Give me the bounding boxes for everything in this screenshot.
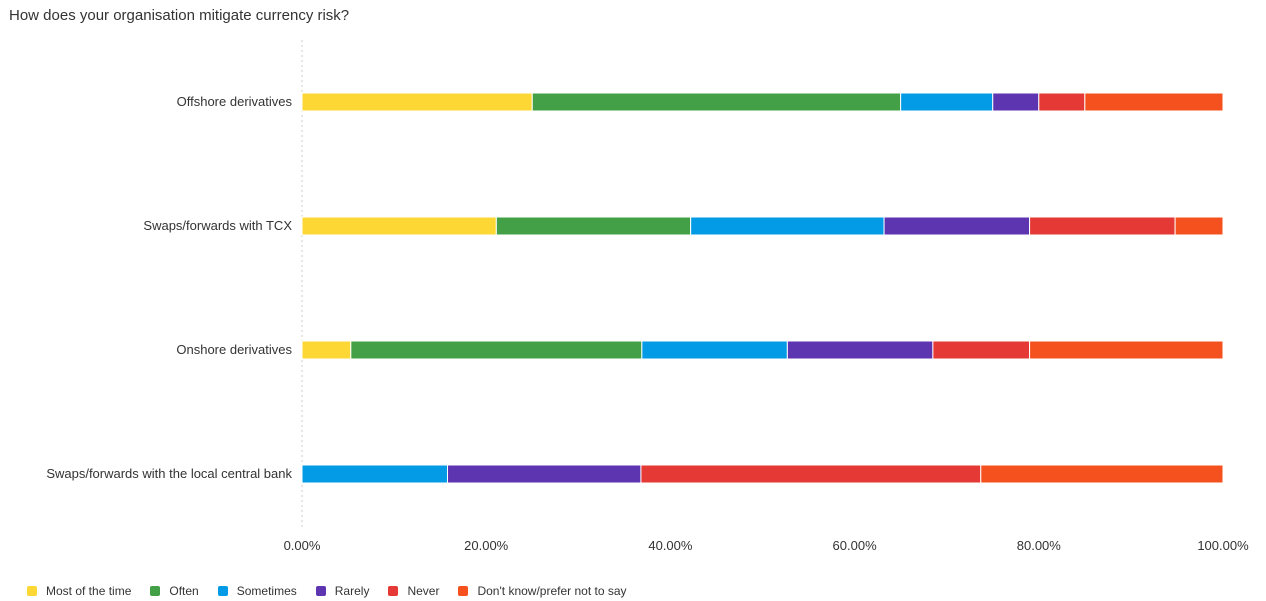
bar-segment: [1174, 216, 1224, 236]
legend-item[interactable]: Rarely: [315, 584, 370, 598]
category-label: Offshore derivatives: [177, 94, 293, 109]
bar-segment: [301, 216, 497, 236]
bar-segment: [1029, 340, 1224, 360]
x-tick-label: 100.00%: [1197, 538, 1249, 553]
legend-label: Don't know/prefer not to say: [477, 584, 627, 598]
chart-legend: Most of the time Often Sometimes Rarely Neve…: [27, 583, 646, 599]
bar-segment: [690, 216, 885, 236]
x-tick-label: 20.00%: [464, 538, 509, 553]
legend-swatch: [27, 586, 37, 596]
bar-segment: [932, 340, 1031, 360]
legend-label: Never: [407, 584, 440, 598]
bar-segment: [640, 464, 982, 484]
bar-segment: [883, 216, 1031, 236]
legend-label: Most of the time: [46, 584, 132, 598]
bar-segment: [495, 216, 692, 236]
legend-item[interactable]: Often: [150, 584, 199, 598]
bar-segment: [531, 92, 902, 112]
bar-segment: [1038, 92, 1086, 112]
legend-swatch: [217, 586, 228, 596]
legend-swatch: [315, 586, 326, 596]
category-label: Swaps/forwards with the local central ba…: [46, 466, 292, 481]
legend-item[interactable]: Never: [388, 584, 439, 598]
x-tick-label: 80.00%: [1017, 538, 1062, 553]
legend-item[interactable]: Sometimes: [217, 584, 297, 598]
legend-swatch: [458, 586, 469, 596]
bar-segment: [350, 340, 643, 360]
bar-segment: [1084, 92, 1224, 112]
category-label: Onshore derivatives: [176, 342, 292, 357]
legend-swatch: [388, 586, 399, 596]
bar-segment: [447, 464, 642, 484]
legend-label: Rarely: [334, 584, 370, 598]
bar-segment: [1029, 216, 1176, 236]
legend-item[interactable]: Don't know/prefer not to say: [458, 584, 627, 598]
bar-segment: [301, 464, 449, 484]
bar-segment: [641, 340, 788, 360]
bar-segment: [786, 340, 934, 360]
legend-label: Often: [169, 584, 199, 598]
bar-segment: [900, 92, 994, 112]
x-tick-label: 0.00%: [284, 538, 321, 553]
x-tick-label: 60.00%: [833, 538, 878, 553]
bar-segment: [992, 92, 1040, 112]
bar-segment: [301, 340, 352, 360]
legend-swatch: [150, 586, 161, 596]
category-label: Swaps/forwards with TCX: [143, 218, 292, 233]
bar-segment: [301, 92, 533, 112]
legend-label: Sometimes: [236, 584, 297, 598]
legend-item[interactable]: Most of the time: [27, 584, 131, 598]
chart-title: How does your organisation mitigate curr…: [9, 7, 350, 24]
bar-segment: [980, 464, 1224, 484]
x-tick-label: 40.00%: [648, 538, 693, 553]
